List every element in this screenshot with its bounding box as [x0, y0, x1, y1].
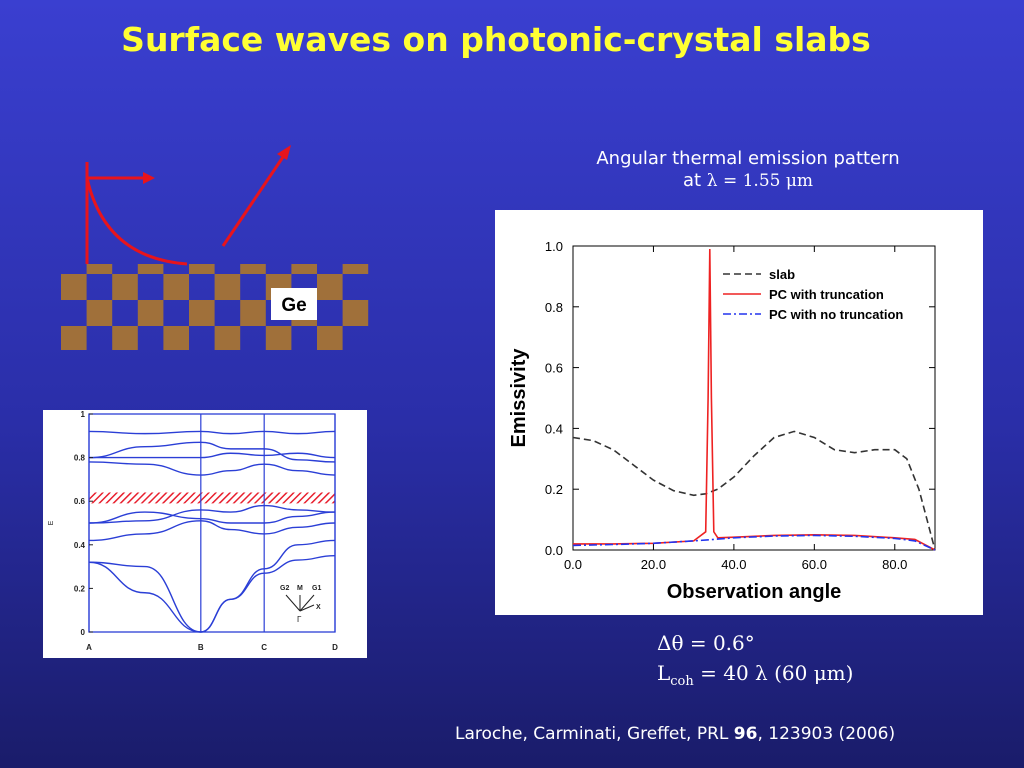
crystal-block	[163, 274, 189, 300]
coherence-length: Lcoh = 40 λ (60 μm)	[657, 661, 854, 689]
k-label: D	[332, 643, 338, 652]
chart-subtitle: Angular thermal emission pattern at λ = …	[540, 148, 956, 192]
inset-label: Γ	[297, 615, 302, 624]
crystal-block	[317, 274, 343, 300]
decay-curve	[85, 177, 188, 266]
band-structure-chart: A B C D 0 0.2 0.4 0.6 0.8 1 E G2 M G1 X Γ	[48, 410, 338, 652]
y-axis-label: Emissivity	[508, 348, 530, 448]
surface-arrow-head	[143, 172, 155, 184]
parameters: Δθ = 0.6° Lcoh = 40 λ (60 μm)	[657, 628, 853, 697]
angular-width: Δθ = 0.6°	[657, 631, 755, 655]
k-label: C	[261, 643, 267, 652]
crystal-block	[265, 326, 292, 350]
ge-label-box	[271, 288, 317, 320]
bz-arrow	[299, 594, 315, 612]
bz-inset: G2 M G1 X Γ	[280, 585, 321, 624]
crystal-block	[163, 326, 189, 350]
crystal-block	[342, 300, 369, 326]
band-curve	[89, 452, 336, 459]
subtitle-at: at	[682, 170, 702, 191]
crystal-block	[240, 300, 266, 326]
crystal-block	[189, 264, 215, 274]
y-tick-label: 0.6	[545, 361, 563, 376]
crystal-block	[291, 264, 317, 274]
x-tick-label: 60.0	[802, 557, 827, 572]
crystal-slab-schematic: Ge	[61, 145, 369, 350]
y-tick-label: 0.0	[545, 543, 563, 558]
y-tick-label: 0.2	[74, 584, 86, 593]
band-gap	[89, 492, 335, 504]
crystal-block	[137, 264, 164, 274]
inset-label: X	[316, 604, 321, 611]
x-tick-label: 80.0	[882, 557, 907, 572]
y-tick-label: 0.8	[545, 300, 563, 315]
bz-arrow	[299, 604, 315, 612]
band-curve	[88, 511, 336, 524]
ge-label: Ge	[281, 295, 306, 316]
k-label: B	[198, 643, 204, 652]
reference: Laroche, Carminati, Greffet, PRL 96, 123…	[455, 724, 896, 744]
crystal-block	[112, 274, 138, 300]
crystal-block	[137, 300, 164, 326]
emissivity-chart: 0.0 0.2 0.4 0.6 0.8 1.0 0.0 20.0 40.0 60.0 80.0 Obs…	[508, 239, 936, 603]
crystal-block	[342, 264, 369, 274]
y-tick-label: 0	[81, 628, 86, 637]
y-tick-label: 0.8	[74, 454, 86, 463]
crystal-block	[189, 300, 215, 326]
crystal-block	[86, 300, 113, 326]
y-tick-label: 1.0	[545, 239, 563, 254]
x-axis-label: Observation angle	[667, 581, 842, 603]
crystal-block	[214, 326, 241, 350]
emissivity-panel: 0.0 0.2 0.4 0.6 0.8 1.0 0.0 20.0 40.0 60.0 80.0 Obs…	[495, 210, 983, 615]
band-curve	[88, 539, 336, 633]
emission-arrow	[221, 153, 287, 247]
crystal-blocks	[61, 264, 369, 350]
band-curve	[88, 504, 336, 524]
band-curve	[88, 520, 336, 542]
x-tick-label: 40.0	[721, 557, 746, 572]
x-tick-label: 0.0	[564, 557, 582, 572]
emission-arrow-head	[277, 145, 291, 160]
series-line	[572, 534, 936, 551]
crystal-block	[240, 264, 266, 274]
k-label: A	[86, 643, 92, 652]
y-axis-label: E	[48, 520, 55, 525]
y-tick-label: 0.6	[74, 497, 86, 506]
band-structure-panel: A B C D 0 0.2 0.4 0.6 0.8 1 E G2 M G1 X Γ	[43, 410, 367, 658]
crystal-block	[61, 274, 87, 300]
y-tick-label: 1	[81, 410, 86, 419]
band-curve	[88, 441, 336, 463]
y-tick-label: 0.4	[74, 541, 86, 550]
slide-title: Surface waves on photonic-crystal slabs	[121, 20, 871, 59]
subtitle-line1: Angular thermal emission pattern	[596, 148, 900, 169]
inset-label: M	[297, 585, 303, 592]
subtitle-wavelength: λ = 1.55 μm	[706, 171, 814, 191]
crystal-block	[112, 326, 138, 350]
band-curve	[88, 430, 336, 435]
plot-frame	[572, 245, 936, 551]
legend-label: PC with truncation	[769, 287, 884, 302]
legend-label: PC with no truncation	[769, 307, 903, 322]
crystal-block	[61, 326, 87, 350]
bz-arrow	[285, 594, 301, 612]
y-tick-label: 0.2	[545, 482, 563, 497]
crystal-block	[86, 264, 113, 274]
x-tick-label: 20.0	[641, 557, 666, 572]
crystal-block	[214, 274, 241, 300]
y-tick-label: 0.4	[545, 421, 563, 436]
legend-label: slab	[769, 267, 795, 282]
band-curve	[88, 461, 336, 476]
series-line	[572, 430, 936, 551]
inset-label: G2	[280, 585, 289, 592]
inset-label: G1	[312, 585, 321, 592]
crystal-block	[317, 326, 343, 350]
